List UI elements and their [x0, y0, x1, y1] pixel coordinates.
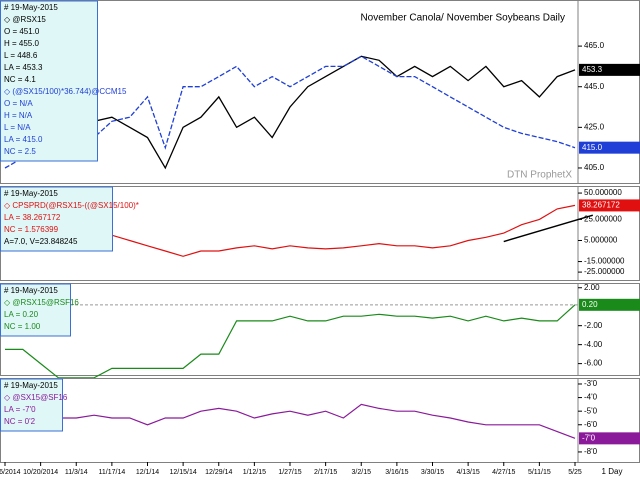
info-line: NC = 1.576399 — [4, 225, 59, 234]
info-line: ◇ @RSX15 — [4, 15, 46, 24]
last-value-box — [579, 298, 640, 311]
last-value-box — [579, 141, 640, 154]
x-tick-label: 11/3/14 — [65, 469, 88, 476]
series-line — [4, 403, 576, 439]
x-tick-label: 1/27/15 — [278, 469, 301, 476]
info-line: # 19-May-2015 — [4, 189, 58, 198]
y-tick-label: -4'0 — [584, 393, 598, 402]
chart-title: November Canola/ November Soybeans Daily — [360, 13, 565, 24]
x-tick-label: 11/17/14 — [99, 469, 126, 476]
x-tick-label: 12/1/14 — [136, 469, 159, 476]
info-line: ◇ CPSPRD(@RSX15-((@SX15/100)* — [4, 201, 139, 210]
info-line: O = 451.0 — [4, 27, 40, 36]
y-tick-label: 2.00 — [584, 283, 600, 292]
info-line: NC = 2.5 — [4, 147, 36, 156]
info-line: H = N/A — [4, 111, 33, 120]
x-tick-label: 5/11/15 — [528, 469, 551, 476]
y-tick-label: -25.000000 — [584, 267, 625, 276]
watermark: DTN ProphetX — [507, 170, 572, 181]
y-tick-label: 25.000000 — [584, 215, 622, 224]
x-tick-label: 3/30/15 — [421, 469, 444, 476]
info-line: NC = 0'2 — [4, 417, 36, 426]
x-tick-label: 10/20/2014 — [23, 469, 58, 476]
info-line: O = N/A — [4, 99, 33, 108]
y-tick-label: 465.0 — [584, 41, 605, 50]
x-tick-label: 5/25 — [568, 469, 582, 476]
y-tick-label: -6'0 — [584, 420, 598, 429]
trendline — [503, 214, 594, 243]
info-line: ◇ (@SX15/100)*36.744)@CCM15 — [4, 87, 127, 96]
info-line: LA = 38.267172 — [4, 213, 61, 222]
x-tick-label: 3/2/15 — [352, 469, 372, 476]
series-line — [5, 304, 576, 379]
x-tick-label: 12/29/14 — [205, 469, 232, 476]
info-line: NC = 4.1 — [4, 75, 36, 84]
y-tick-label: -15.000000 — [584, 257, 625, 266]
x-tick-label: 3/16/15 — [385, 469, 408, 476]
info-line: ◇ @RSX15@RSF16 — [4, 298, 79, 307]
period-label: 1 Day — [602, 467, 623, 476]
last-value-label: 0.20 — [582, 300, 598, 309]
last-value-box — [579, 432, 640, 445]
y-tick-label: -6.00 — [584, 359, 603, 368]
x-tick-label: 2/17/15 — [314, 469, 337, 476]
info-line: H = 455.0 — [4, 39, 39, 48]
info-line: LA = 453.3 — [4, 63, 43, 72]
info-line: # 19-May-2015 — [4, 381, 58, 390]
info-line: # 19-May-2015 — [4, 3, 58, 12]
y-tick-label: 445.0 — [584, 82, 605, 91]
x-tick-label: 10/6/2014 — [0, 469, 21, 476]
info-line: NC = 1.00 — [4, 322, 41, 331]
y-tick-label: 405.0 — [584, 163, 605, 172]
info-box — [0, 283, 71, 337]
x-tick-label: 12/15/14 — [170, 469, 197, 476]
x-tick-label: 1/12/15 — [243, 469, 266, 476]
x-tick-label: 4/13/15 — [456, 469, 479, 476]
info-line: LA = -7'0 — [4, 405, 36, 414]
last-value-label: 38.267172 — [582, 201, 620, 210]
info-box — [0, 0, 98, 162]
info-line: A=7.0, V=23.848245 — [4, 237, 78, 246]
last-value-label: 453.3 — [582, 65, 603, 74]
info-line: # 19-May-2015 — [4, 286, 58, 295]
info-line: L = 448.6 — [4, 51, 38, 60]
last-value-label: -7'0 — [582, 433, 596, 442]
y-tick-label: 50.000000 — [584, 188, 622, 197]
y-tick-label: -4.00 — [584, 340, 603, 349]
x-tick-label: 4/27/15 — [492, 469, 515, 476]
y-tick-label: -2.00 — [584, 321, 603, 330]
info-line: LA = 415.0 — [4, 135, 43, 144]
last-value-box — [579, 199, 640, 212]
info-line: LA = 0.20 — [4, 310, 39, 319]
info-box — [0, 378, 63, 432]
last-value-box — [579, 63, 640, 76]
y-tick-label: 5.000000 — [584, 236, 618, 245]
info-line: L = N/A — [4, 123, 31, 132]
series-line — [4, 55, 576, 170]
info-line: ◇ @SX15@SF16 — [4, 393, 68, 402]
y-tick-label: -3'0 — [584, 379, 598, 388]
y-tick-label: -8'0 — [584, 447, 598, 456]
y-tick-label: -5'0 — [584, 406, 598, 415]
series-line — [4, 55, 576, 169]
last-value-label: 415.0 — [582, 143, 603, 152]
y-tick-label: 425.0 — [584, 122, 605, 131]
info-box — [0, 186, 113, 252]
